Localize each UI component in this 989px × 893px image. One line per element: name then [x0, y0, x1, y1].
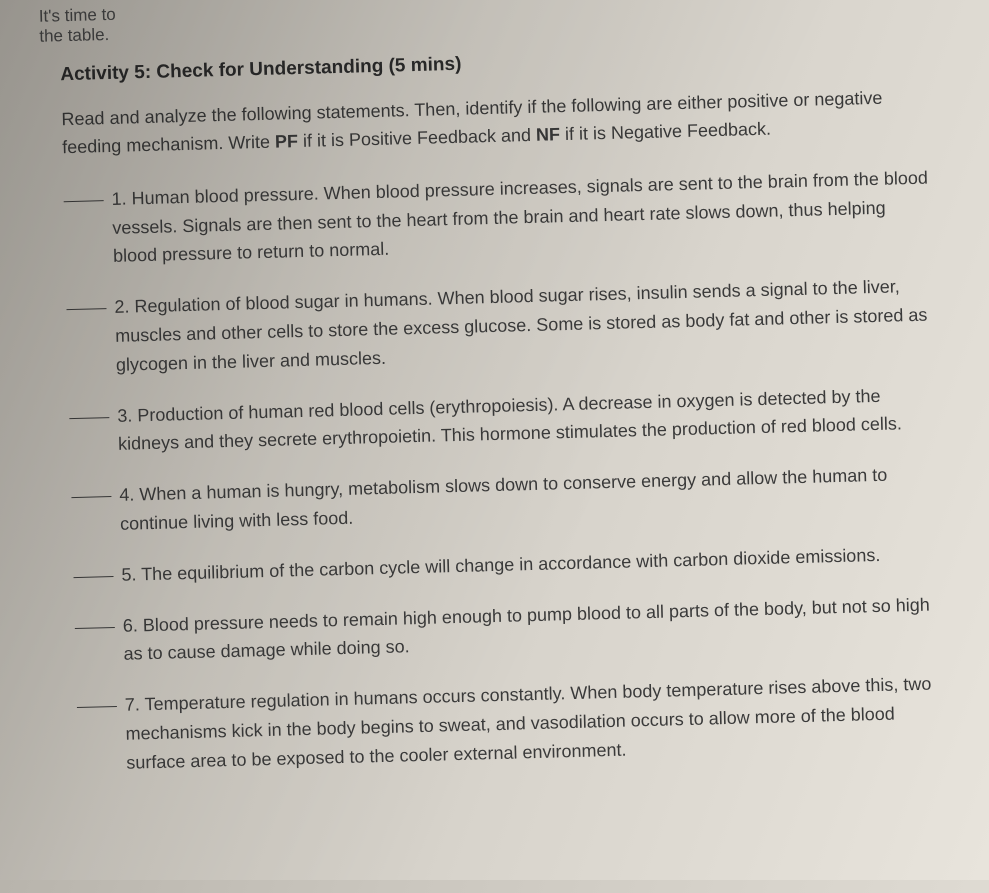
question-number: 6. [123, 615, 139, 635]
question-text: The equilibrium of the carbon cycle will… [141, 545, 881, 584]
question-number: 2. [114, 297, 130, 317]
instr-part2: if it is Positive Feedback and [298, 125, 537, 151]
question-2: 2. Regulation of blood sugar in humans. … [66, 272, 937, 381]
question-7: 7. Temperature regulation in humans occu… [77, 669, 948, 778]
top-fragment: It's time to the table. [39, 0, 929, 47]
instr-nf: NF [536, 124, 561, 145]
question-5: 5. The equilibrium of the carbon cycle w… [73, 539, 942, 591]
question-number: 5. [121, 564, 137, 584]
answer-blank[interactable] [69, 417, 109, 419]
question-text: Production of human red blood cells (ery… [118, 385, 902, 454]
instr-pf: PF [275, 131, 299, 152]
question-text: Temperature regulation in humans occurs … [125, 674, 931, 773]
question-number: 7. [125, 695, 141, 715]
question-number: 4. [119, 485, 135, 505]
question-1: 1. Human blood pressure. When blood pres… [63, 163, 934, 272]
answer-blank[interactable] [74, 576, 114, 578]
instr-part3: if it is Negative Feedback. [560, 119, 772, 145]
answer-blank[interactable] [67, 309, 107, 311]
worksheet-page: It's time to the table. Activity 5: Chec… [0, 0, 989, 893]
fragment-line-1: It's time to [39, 5, 116, 26]
activity-title: Activity 5: Check for Understanding (5 m… [60, 41, 929, 86]
question-3: 3. Production of human red blood cells (… [69, 380, 939, 460]
answer-blank[interactable] [77, 706, 117, 708]
instructions: Read and analyze the following statement… [61, 83, 931, 162]
question-text: Blood pressure needs to remain high enou… [123, 594, 930, 664]
answer-blank[interactable] [71, 497, 111, 499]
question-text: Regulation of blood sugar in humans. Whe… [115, 277, 928, 375]
answer-blank[interactable] [64, 200, 104, 202]
question-6: 6. Blood pressure needs to remain high e… [74, 590, 944, 670]
question-text: When a human is hungry, metabolism slows… [120, 465, 888, 534]
question-number: 1. [111, 188, 127, 208]
question-4: 4. When a human is hungry, metabolism sl… [71, 460, 941, 540]
question-text: Human blood pressure. When blood pressur… [112, 167, 928, 266]
fragment-line-2: the table. [39, 25, 109, 46]
question-number: 3. [117, 405, 133, 425]
answer-blank[interactable] [75, 627, 115, 629]
